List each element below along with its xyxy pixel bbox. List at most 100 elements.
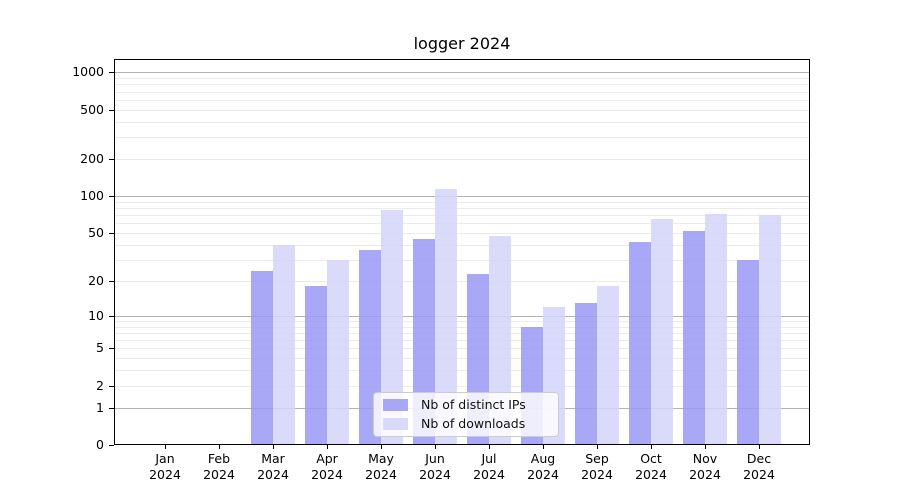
y-tick-mark — [109, 280, 114, 282]
y-tick-label: 10 — [88, 307, 104, 323]
legend-item-downloads: Nb of downloads — [383, 416, 549, 432]
x-tick-year: 2024 — [743, 466, 775, 482]
x-tick-month: Aug — [530, 451, 556, 466]
y-gridline-minor — [114, 326, 810, 328]
y-gridline-minor — [114, 121, 810, 123]
y-gridline-minor — [114, 320, 810, 322]
plot-area — [114, 59, 810, 445]
y-tick-mark — [109, 109, 114, 111]
x-tick-month: Jun — [425, 451, 445, 466]
y-tick-label: 50 — [88, 224, 104, 240]
y-gridline-minor — [114, 109, 810, 111]
x-tick-mark — [651, 445, 652, 449]
x-tick-year: 2024 — [689, 466, 721, 482]
legend-label: Nb of downloads — [421, 416, 526, 431]
x-tick-label: Jan 2024 — [137, 451, 193, 482]
y-tick-label: 200 — [80, 150, 104, 166]
x-tick-year: 2024 — [365, 466, 397, 482]
bar-distinct-ips — [737, 259, 759, 445]
y-tick-mark — [109, 348, 114, 350]
y-tick-mark — [109, 407, 114, 409]
y-tick-mark — [109, 72, 114, 74]
y-gridline-minor — [114, 201, 810, 203]
y-tick-label: 100 — [80, 188, 104, 203]
x-tick-mark — [273, 445, 274, 449]
y-gridline-minor — [114, 385, 810, 387]
x-tick-label: May 2024 — [353, 451, 409, 482]
bar-downloads — [705, 213, 727, 445]
legend-item-distinct-ips: Nb of distinct IPs — [383, 397, 549, 413]
y-gridline-minor — [114, 78, 810, 79]
x-tick-mark — [381, 445, 382, 449]
bar-distinct-ips — [575, 302, 597, 445]
bar-downloads — [327, 259, 349, 445]
bar-distinct-ips — [629, 242, 651, 445]
x-tick-year: 2024 — [203, 466, 235, 482]
x-tick-year: 2024 — [311, 466, 343, 482]
x-tick-mark — [219, 445, 220, 449]
x-tick-label: Aug 2024 — [515, 451, 571, 482]
y-gridline-minor — [114, 207, 810, 209]
y-gridline-minor — [114, 259, 810, 261]
x-tick-month: Nov — [692, 451, 718, 466]
x-tick-year: 2024 — [257, 466, 289, 482]
x-tick-mark — [705, 445, 706, 449]
y-gridline-minor — [114, 91, 810, 93]
y-tick-mark — [109, 232, 114, 234]
legend: Nb of distinct IPs Nb of downloads — [373, 392, 559, 437]
x-tick-month: Mar — [261, 451, 285, 466]
bar-downloads — [273, 244, 295, 445]
legend-swatch-distinct-ips — [383, 399, 408, 411]
y-tick-label: 1 — [96, 399, 104, 415]
x-tick-label: Feb 2024 — [191, 451, 247, 482]
y-tick-mark — [109, 158, 114, 160]
x-tick-year: 2024 — [149, 466, 181, 482]
bar-downloads — [597, 286, 619, 445]
x-tick-label: Jul 2024 — [461, 451, 517, 482]
y-gridline-minor — [114, 358, 810, 360]
bar-downloads — [759, 215, 781, 445]
x-tick-month: Apr — [316, 451, 338, 466]
y-tick-label: 500 — [80, 101, 104, 117]
y-tick-mark — [109, 196, 114, 197]
y-gridline-major — [114, 315, 810, 317]
y-gridline-minor — [114, 99, 810, 101]
y-tick-label: 0 — [96, 437, 104, 452]
y-gridline-minor — [114, 223, 810, 225]
bar-distinct-ips — [305, 286, 327, 445]
y-gridline-minor — [114, 348, 810, 350]
bar-distinct-ips — [251, 271, 273, 445]
x-tick-label: Dec 2024 — [731, 451, 787, 482]
x-tick-label: Nov 2024 — [677, 451, 733, 482]
x-tick-label: Apr 2024 — [299, 451, 355, 482]
x-tick-month: Sep — [585, 451, 609, 466]
x-tick-year: 2024 — [635, 466, 667, 482]
x-tick-mark — [165, 445, 166, 449]
x-tick-mark — [597, 445, 598, 449]
y-gridline-minor — [114, 84, 810, 86]
chart-title: logger 2024 — [413, 34, 511, 53]
x-tick-month: Jul — [481, 451, 497, 466]
x-tick-year: 2024 — [527, 466, 559, 482]
x-tick-mark — [489, 445, 490, 449]
x-tick-year: 2024 — [581, 466, 613, 482]
legend-label: Nb of distinct IPs — [421, 397, 526, 412]
y-gridline-minor — [114, 370, 810, 372]
x-tick-month: May — [368, 451, 394, 466]
bar-distinct-ips — [683, 230, 705, 445]
legend-swatch-downloads — [383, 418, 408, 430]
y-gridline-minor — [114, 137, 810, 139]
x-tick-mark — [435, 445, 436, 449]
y-tick-label: 5 — [96, 340, 104, 356]
x-tick-label: Mar 2024 — [245, 451, 301, 482]
y-gridline-minor — [114, 244, 810, 246]
x-tick-mark — [759, 445, 760, 449]
y-tick-mark — [109, 315, 114, 317]
y-gridline-minor — [114, 158, 810, 160]
x-tick-month: Oct — [640, 451, 662, 466]
x-tick-year: 2024 — [419, 466, 451, 482]
x-tick-label: Jun 2024 — [407, 451, 463, 482]
y-gridline-minor — [114, 232, 810, 234]
y-gridline-minor — [114, 280, 810, 282]
